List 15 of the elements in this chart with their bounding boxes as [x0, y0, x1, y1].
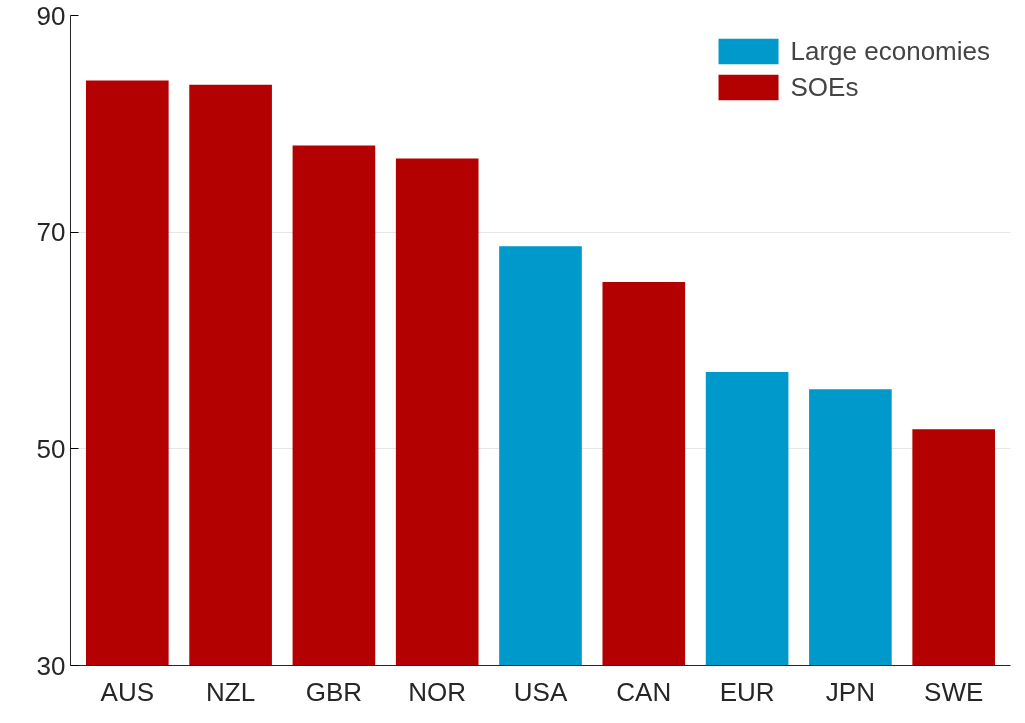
- x-tick-label: GBR: [305, 676, 363, 707]
- y-tick-label: 50: [36, 433, 66, 464]
- x-tick-label: NOR: [408, 676, 467, 707]
- legend-label: SOEs: [790, 71, 859, 103]
- x-tick-label: AUS: [100, 676, 155, 707]
- x-tick-label: JPN: [825, 676, 875, 707]
- x-tick-label: USA: [513, 676, 568, 707]
- y-tick-label: 30: [36, 650, 66, 681]
- y-tick-label: 70: [36, 217, 66, 248]
- x-tick-label: CAN: [616, 676, 672, 707]
- y-tick-label: 90: [36, 0, 66, 31]
- x-tick-label: SWE: [924, 676, 984, 707]
- legend-label: Large economies: [790, 35, 990, 67]
- x-tick-label: NZL: [206, 676, 256, 707]
- x-tick-label: EUR: [719, 676, 775, 707]
